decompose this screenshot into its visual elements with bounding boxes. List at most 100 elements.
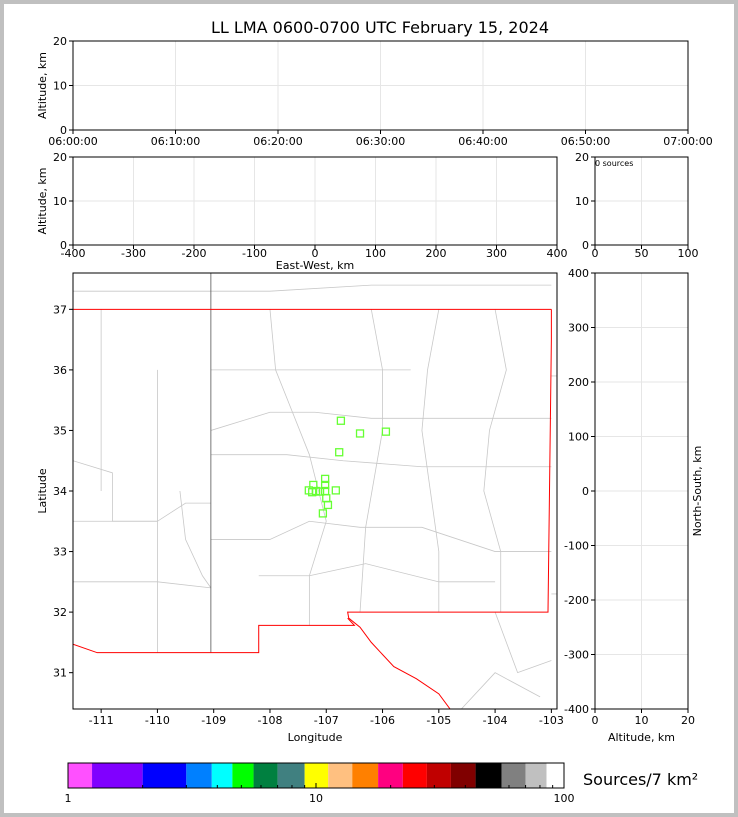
x-tick-label: 100 — [678, 247, 699, 260]
y-tick-label: 34 — [53, 485, 67, 498]
source-marker — [320, 480, 330, 490]
colorbar-segment — [277, 763, 305, 788]
y-tick-label: 10 — [575, 195, 589, 208]
axes-frame — [594, 156, 689, 246]
colorbar-segment — [253, 763, 278, 788]
x-tick-label: 06:00:00 — [48, 135, 97, 148]
county-boundary — [179, 490, 212, 589]
x-tick-label: 07:00:00 — [663, 135, 712, 148]
x-tick-label: 50 — [635, 247, 649, 260]
axes-frame — [72, 40, 689, 131]
colorbar-segment — [426, 763, 451, 788]
time-altitude-panel: 06:00:00 06:10:00 06:20:00 06:30:00 06:40:00… — [36, 35, 713, 148]
source-marker — [320, 474, 330, 484]
y-tick-label: -400 — [564, 703, 589, 716]
map-layer — [73, 273, 557, 709]
source-count: 0 sources — [595, 159, 633, 168]
colorbar-segment — [328, 763, 353, 788]
county-boundary — [483, 309, 507, 613]
source-marker — [335, 448, 344, 457]
y-tick-label: 0 — [60, 124, 67, 137]
plan-view-panel: -111 -110 -109 -108 -107 -106 -105 -104 -103 31 32… — [36, 272, 564, 744]
colorbar-segment — [211, 763, 233, 788]
colorbar-tick-label: 1 — [65, 792, 72, 805]
y-tick-label: 37 — [53, 303, 67, 316]
colorbar-segment — [378, 763, 403, 788]
y-tick-label: 35 — [53, 424, 67, 437]
y-tick-label: 100 — [568, 431, 589, 444]
x-tick-label: -300 — [121, 247, 146, 260]
axes-frame — [72, 272, 558, 710]
x-tick-label: 20 — [681, 714, 695, 727]
colorbar-segment — [232, 763, 254, 788]
source-marker — [336, 416, 346, 425]
source-marker — [381, 427, 391, 436]
x-axis-label: Longitude — [288, 731, 343, 744]
x-tick-label: -400 — [61, 247, 86, 260]
colorbar-segment — [475, 763, 502, 788]
county-boundary — [258, 563, 496, 583]
colorbar-segment — [402, 763, 427, 788]
x-tick-label: 06:10:00 — [151, 135, 200, 148]
colorbar-segment — [68, 763, 93, 788]
x-tick-label: -200 — [182, 247, 207, 260]
x-tick-label: -111 — [89, 714, 114, 727]
y-tick-label: -200 — [564, 594, 589, 607]
x-tick-label: 0 — [592, 247, 599, 260]
y-tick-label: 300 — [568, 322, 589, 335]
x-tick-label: 10 — [635, 714, 649, 727]
y-tick-label: 0 — [582, 485, 589, 498]
axes-frame — [594, 272, 689, 710]
y-tick-label: 0 — [582, 239, 589, 252]
y-tick-label: 20 — [575, 151, 589, 164]
x-tick-label: 06:50:00 — [561, 135, 610, 148]
county-boundary — [73, 460, 211, 522]
chart-title: LL LMA 0600-0700 UTC February 15, 2024 — [211, 18, 549, 37]
altitude-ns-panel: 0 10 20 -400 -300 -200 -100 0 100 200 300 400 Altitu… — [564, 267, 704, 744]
x-tick-label: -105 — [426, 714, 451, 727]
y-axis-label: Latitude — [36, 468, 49, 514]
source-marker — [323, 500, 333, 510]
county-boundary — [210, 454, 552, 468]
colorbar-segment — [304, 763, 329, 788]
x-tick-label: 06:30:00 — [356, 135, 405, 148]
y-tick-label: 200 — [568, 376, 589, 389]
y-tick-label: 32 — [53, 606, 67, 619]
x-tick-label: -106 — [370, 714, 395, 727]
colorbar-tick-label: 10 — [309, 792, 323, 805]
source-marker — [331, 486, 340, 495]
source-marker — [322, 494, 331, 503]
y-tick-label: 33 — [53, 546, 67, 559]
x-tick-label: -103 — [539, 714, 564, 727]
x-tick-label: -110 — [145, 714, 170, 727]
y-tick-label: 10 — [53, 195, 67, 208]
x-tick-label: 0 — [592, 714, 599, 727]
lma-figure: LL LMA 0600-0700 UTC February 15, 2024 0… — [4, 4, 734, 813]
x-axis-label: Altitude, km — [608, 731, 675, 744]
colorbar-frame — [67, 762, 565, 789]
y-tick-label: 400 — [568, 267, 589, 280]
colorbar-label: Sources/7 km² — [583, 770, 698, 789]
source-marker — [318, 509, 328, 518]
x-tick-label: 300 — [486, 247, 507, 260]
colorbar-segment — [186, 763, 212, 788]
y-tick-label: 10 — [53, 80, 67, 93]
county-boundary — [269, 309, 327, 626]
source-marker — [308, 488, 317, 497]
county-boundary — [73, 581, 211, 589]
source-marker — [315, 487, 325, 496]
y-tick-label: 20 — [53, 35, 67, 48]
county-boundary — [421, 309, 440, 613]
county-boundary — [494, 611, 552, 674]
colorbar-segment — [92, 763, 143, 788]
x-tick-label: 400 — [547, 247, 568, 260]
x-tick-label: 0 — [312, 247, 319, 260]
county-boundary — [210, 520, 552, 552]
colorbar-segment — [142, 763, 187, 788]
international-border — [73, 617, 356, 654]
x-tick-label: -107 — [314, 714, 339, 727]
nm-tx-border — [347, 309, 552, 709]
colorbar-segment — [450, 763, 476, 788]
colorbar-segment — [352, 763, 379, 788]
